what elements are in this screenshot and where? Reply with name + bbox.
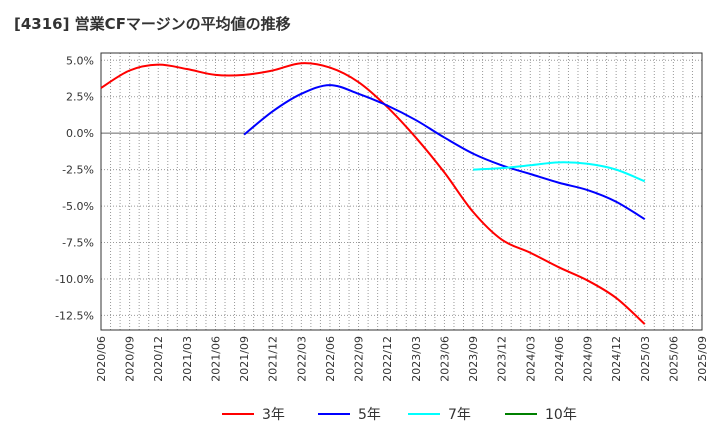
x-tick-label: 2022/12 bbox=[381, 336, 394, 382]
x-tick-label: 2023/06 bbox=[438, 336, 451, 382]
legend-label: 10年 bbox=[545, 407, 577, 423]
x-tick-label: 2021/12 bbox=[267, 336, 280, 382]
y-tick-label: -5.0% bbox=[62, 200, 94, 213]
series-line-3年 bbox=[100, 62, 646, 325]
x-tick-label: 2022/03 bbox=[295, 336, 308, 382]
y-tick-label: -7.5% bbox=[62, 237, 94, 250]
chart-title: [4316] 営業CFマージンの平均値の推移 bbox=[14, 15, 291, 33]
x-tick-label: 2024/12 bbox=[610, 336, 623, 382]
x-tick-label: 2024/06 bbox=[553, 336, 566, 382]
x-tick-label: 2025/09 bbox=[696, 336, 709, 382]
x-tick-label: 2023/03 bbox=[410, 336, 423, 382]
series-line-5年 bbox=[243, 84, 646, 221]
x-tick-label: 2023/09 bbox=[467, 336, 480, 382]
x-tick-label: 2020/09 bbox=[124, 336, 137, 382]
legend-label: 7年 bbox=[448, 407, 471, 423]
series-line-7年 bbox=[472, 161, 646, 183]
y-tick-label: -10.0% bbox=[55, 273, 94, 286]
x-tick-label: 2023/12 bbox=[496, 336, 509, 382]
legend-label: 3年 bbox=[262, 407, 285, 423]
y-tick-label: -2.5% bbox=[62, 164, 94, 177]
x-tick-label: 2025/06 bbox=[667, 336, 680, 382]
x-tick-label: 2021/06 bbox=[209, 336, 222, 382]
x-tick-label: 2021/03 bbox=[181, 336, 194, 382]
plot-frame bbox=[100, 52, 703, 331]
x-tick-label: 2020/12 bbox=[152, 336, 165, 382]
x-tick-label: 2020/06 bbox=[95, 336, 108, 382]
x-tick-label: 2024/03 bbox=[524, 336, 537, 382]
y-tick-label: -12.5% bbox=[55, 309, 94, 322]
y-tick-label: 0.0% bbox=[66, 127, 94, 140]
x-tick-label: 2022/06 bbox=[324, 336, 337, 382]
x-tick-label: 2022/09 bbox=[353, 336, 366, 382]
legend-label: 5年 bbox=[358, 407, 381, 423]
x-tick-label: 2024/09 bbox=[582, 336, 595, 382]
x-tick-label: 2021/09 bbox=[238, 336, 251, 382]
x-tick-label: 2025/03 bbox=[639, 336, 652, 382]
y-tick-label: 5.0% bbox=[66, 54, 94, 67]
y-tick-label: 2.5% bbox=[66, 91, 94, 104]
